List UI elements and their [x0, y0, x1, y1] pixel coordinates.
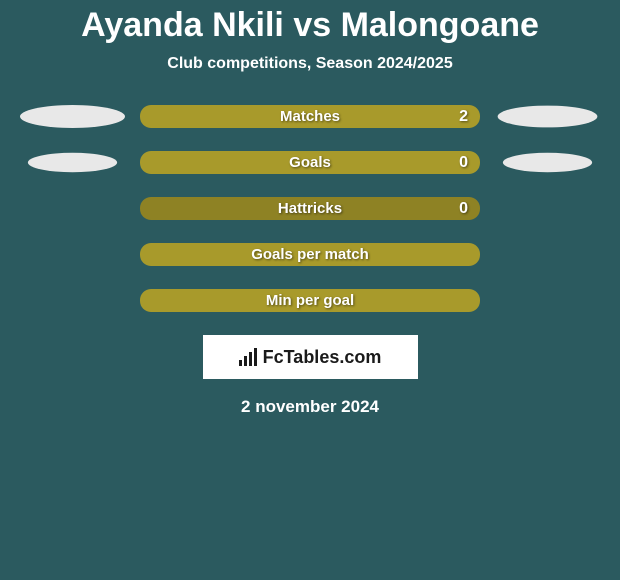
- bar-chart-icon: [239, 348, 257, 366]
- stat-bar: Goals per match: [140, 243, 480, 266]
- stat-label: Goals per match: [251, 246, 369, 263]
- stat-row: Min per goal: [0, 289, 620, 312]
- stat-label: Matches: [280, 108, 340, 125]
- player-right-marker: [498, 106, 598, 128]
- stat-row: Hattricks 0: [0, 197, 620, 220]
- stat-value: 0: [459, 200, 468, 218]
- stat-bar: Min per goal: [140, 289, 480, 312]
- stat-label: Min per goal: [266, 292, 354, 309]
- stats-area: Matches 2 Goals 0 Hattricks 0 Goals per match M…: [0, 105, 620, 312]
- player-right-marker: [503, 153, 592, 173]
- page-subtitle: Club competitions, Season 2024/2025: [0, 55, 620, 73]
- stat-value: 0: [459, 154, 468, 172]
- date-text: 2 november 2024: [0, 397, 620, 417]
- player-left-marker: [20, 105, 125, 128]
- player-left-marker: [28, 153, 117, 173]
- stat-label: Hattricks: [278, 200, 342, 217]
- stat-row: Goals per match: [0, 243, 620, 266]
- logo-text: FcTables.com: [263, 347, 382, 368]
- logo-badge: FcTables.com: [203, 335, 418, 379]
- stat-label: Goals: [289, 154, 331, 171]
- stat-row: Matches 2: [0, 105, 620, 128]
- stat-row: Goals 0: [0, 151, 620, 174]
- stat-bar: Matches 2: [140, 105, 480, 128]
- stat-bar: Hattricks 0: [140, 197, 480, 220]
- page-title: Ayanda Nkili vs Malongoane: [0, 6, 620, 45]
- stat-bar: Goals 0: [140, 151, 480, 174]
- main-container: Ayanda Nkili vs Malongoane Club competit…: [0, 0, 620, 417]
- stat-value: 2: [459, 108, 468, 126]
